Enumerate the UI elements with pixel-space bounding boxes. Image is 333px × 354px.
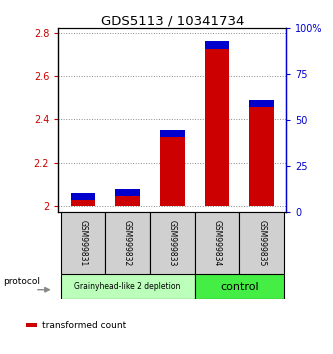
Bar <box>205 41 229 49</box>
Text: GSM999833: GSM999833 <box>168 220 177 267</box>
Text: Grainyhead-like 2 depletion: Grainyhead-like 2 depletion <box>74 282 181 291</box>
Text: control: control <box>220 282 259 292</box>
Text: GSM999835: GSM999835 <box>257 220 266 267</box>
Text: protocol: protocol <box>3 277 40 286</box>
Bar <box>205 41 229 206</box>
Bar <box>115 189 140 206</box>
Bar <box>195 274 284 299</box>
Bar <box>160 130 184 137</box>
Text: transformed count: transformed count <box>42 321 126 330</box>
Text: GSM999832: GSM999832 <box>123 220 132 267</box>
Bar <box>239 212 284 274</box>
Text: GSM999834: GSM999834 <box>212 220 221 267</box>
Bar <box>160 130 184 206</box>
Bar <box>115 189 140 196</box>
Bar <box>26 323 37 327</box>
Bar <box>249 100 274 206</box>
Text: GSM999831: GSM999831 <box>78 220 87 267</box>
Bar <box>150 212 195 274</box>
Bar <box>71 193 95 200</box>
Bar <box>249 100 274 107</box>
Bar <box>61 212 105 274</box>
Bar <box>71 193 95 206</box>
Title: GDS5113 / 10341734: GDS5113 / 10341734 <box>101 14 244 27</box>
Bar <box>61 274 195 299</box>
Bar <box>195 212 239 274</box>
Bar <box>105 212 150 274</box>
